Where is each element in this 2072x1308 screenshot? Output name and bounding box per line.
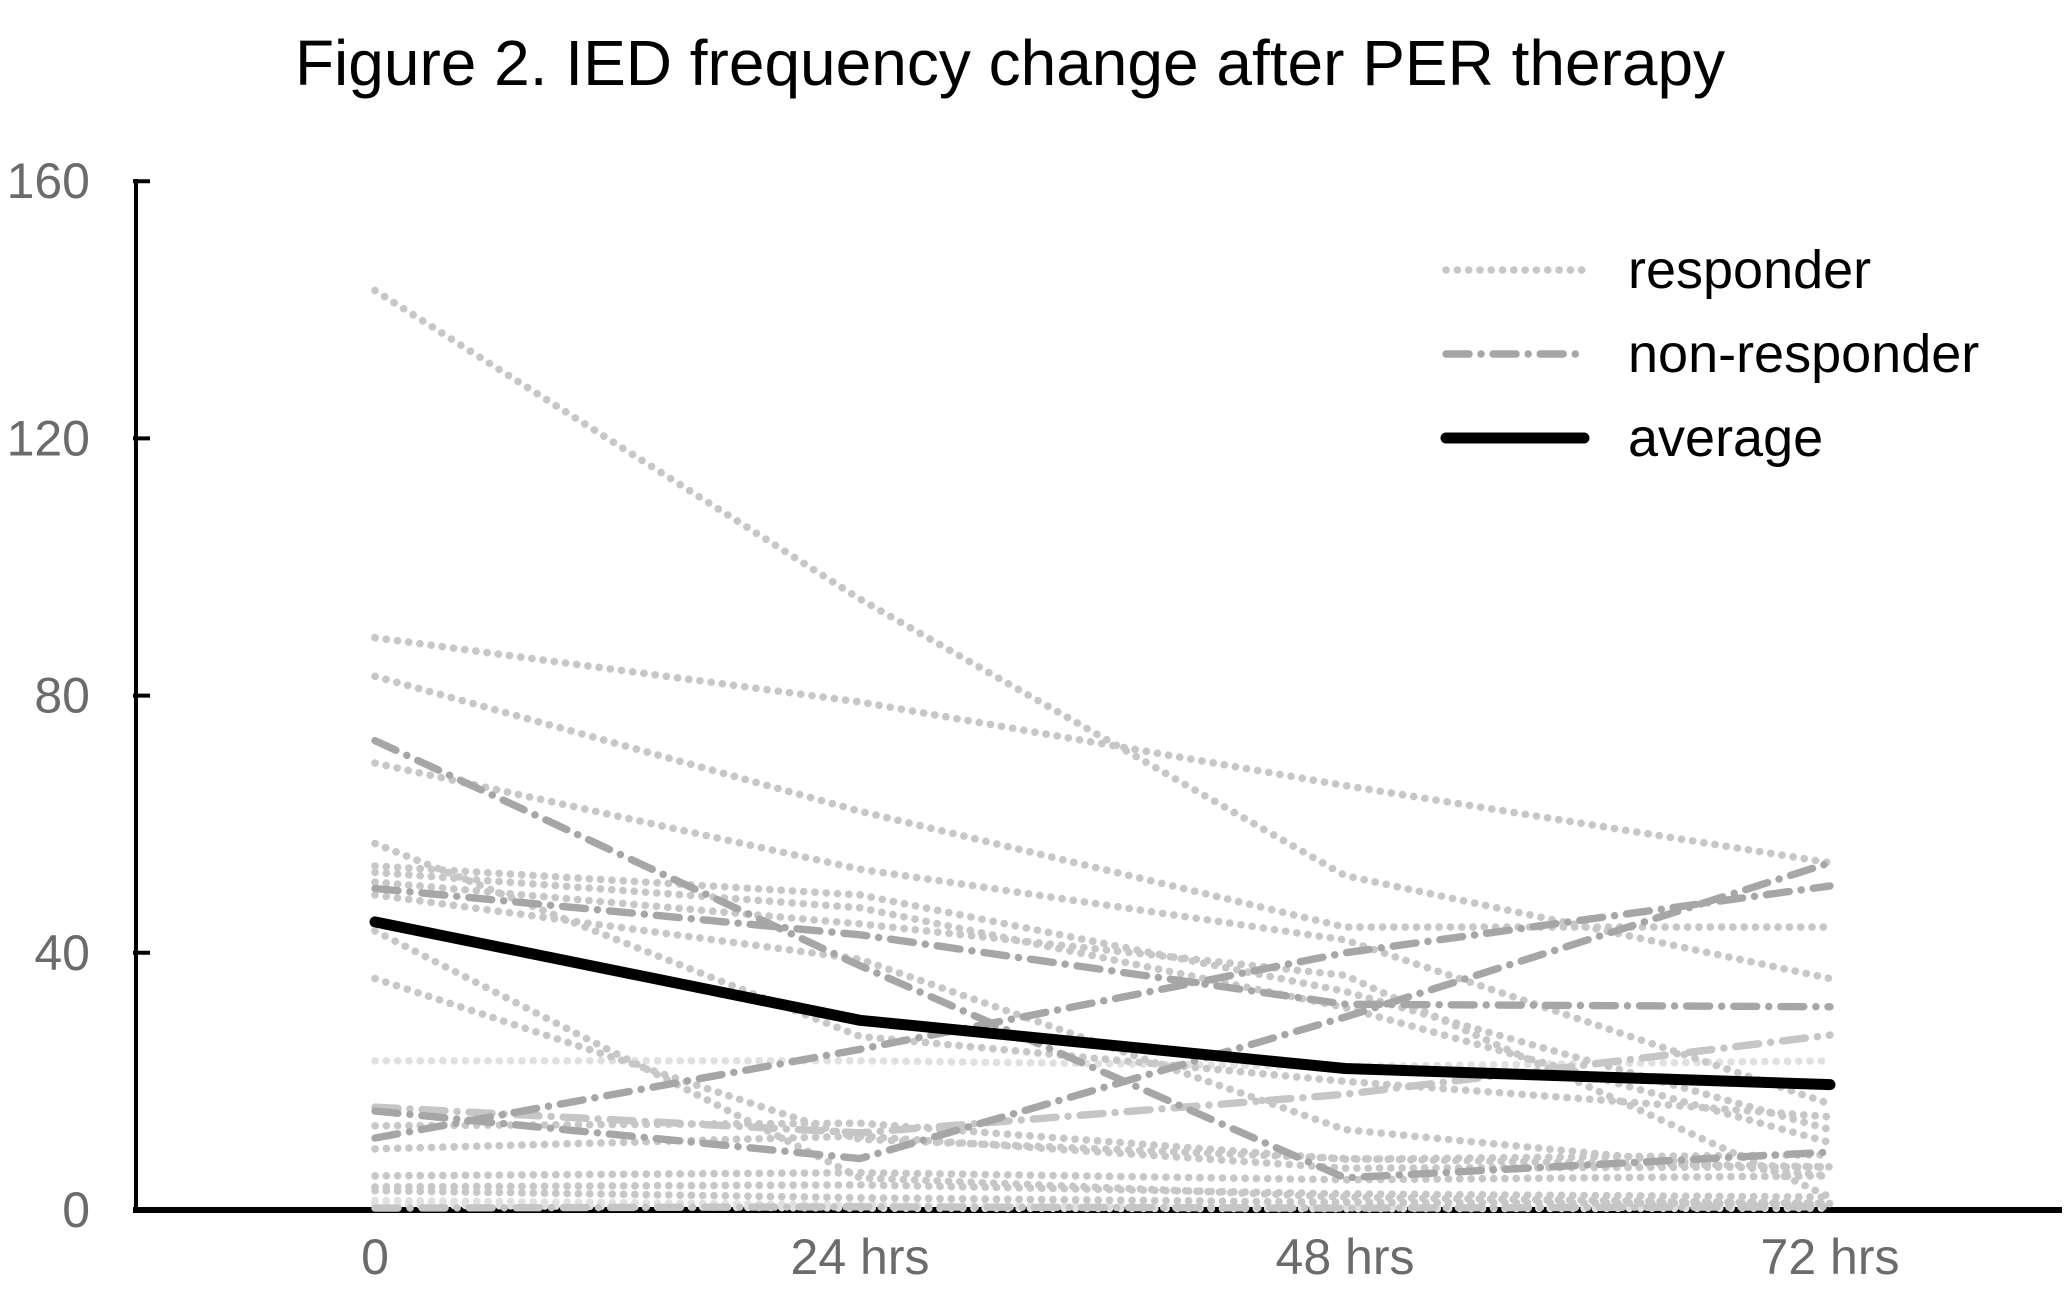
average-line bbox=[369, 916, 1836, 1091]
responder-line bbox=[371, 891, 1834, 1180]
series-layer bbox=[369, 286, 1836, 1213]
y-tick-label: 80 bbox=[34, 668, 90, 724]
non-responder-line bbox=[371, 859, 1834, 1163]
y-tick-label: 0 bbox=[62, 1182, 90, 1238]
legend: responder non-responder average bbox=[1440, 228, 1979, 480]
non-responder-line bbox=[371, 1203, 1834, 1212]
non-responder-line-marker-icon bbox=[1442, 350, 1588, 358]
responder-line bbox=[371, 1119, 1834, 1163]
x-tick-label: 24 hrs bbox=[791, 1229, 930, 1285]
non-responder-line bbox=[371, 1031, 1834, 1137]
legend-label-non-responder: non-responder bbox=[1628, 324, 1980, 384]
responder-line bbox=[371, 974, 1834, 1171]
responder-line bbox=[371, 839, 1834, 1121]
responder-line bbox=[371, 759, 1834, 1108]
y-tick-label: 160 bbox=[7, 153, 90, 209]
responder-line bbox=[371, 1181, 1834, 1201]
legend-label-responder: responder bbox=[1628, 240, 1872, 300]
legend-item-responder: responder bbox=[1440, 228, 1979, 312]
responder-line bbox=[371, 1186, 1834, 1208]
y-tick-label: 120 bbox=[7, 410, 90, 466]
responder-line bbox=[371, 927, 1834, 1208]
x-tick-label: 48 hrs bbox=[1276, 1229, 1415, 1285]
x-tick-label: 0 bbox=[361, 1229, 389, 1285]
legend-label-average: average bbox=[1628, 408, 1824, 468]
y-tick-label: 40 bbox=[34, 925, 90, 981]
responder-line bbox=[371, 878, 1834, 1201]
non-responder-line bbox=[371, 736, 1834, 1182]
legend-item-non-responder: non-responder bbox=[1440, 312, 1979, 396]
non-responder-line bbox=[371, 882, 1834, 1142]
responder-line bbox=[371, 862, 1834, 1134]
responder-line-marker-icon bbox=[1442, 266, 1588, 274]
label-layer: 0 40 80 120 160 0 24 hrs 48 hrs 72 hrs bbox=[7, 153, 1900, 1285]
responder-line bbox=[371, 1168, 1834, 1184]
legend-item-average: average bbox=[1440, 396, 1979, 480]
responder-line bbox=[371, 633, 1834, 867]
chart-title: Figure 2. IED frequency change after PER… bbox=[294, 27, 1726, 99]
x-tick-label: 72 hrs bbox=[1761, 1229, 1900, 1285]
average-line-marker-icon bbox=[1440, 432, 1590, 444]
responder-line bbox=[371, 672, 1834, 931]
non-responder-line bbox=[371, 884, 1834, 1011]
